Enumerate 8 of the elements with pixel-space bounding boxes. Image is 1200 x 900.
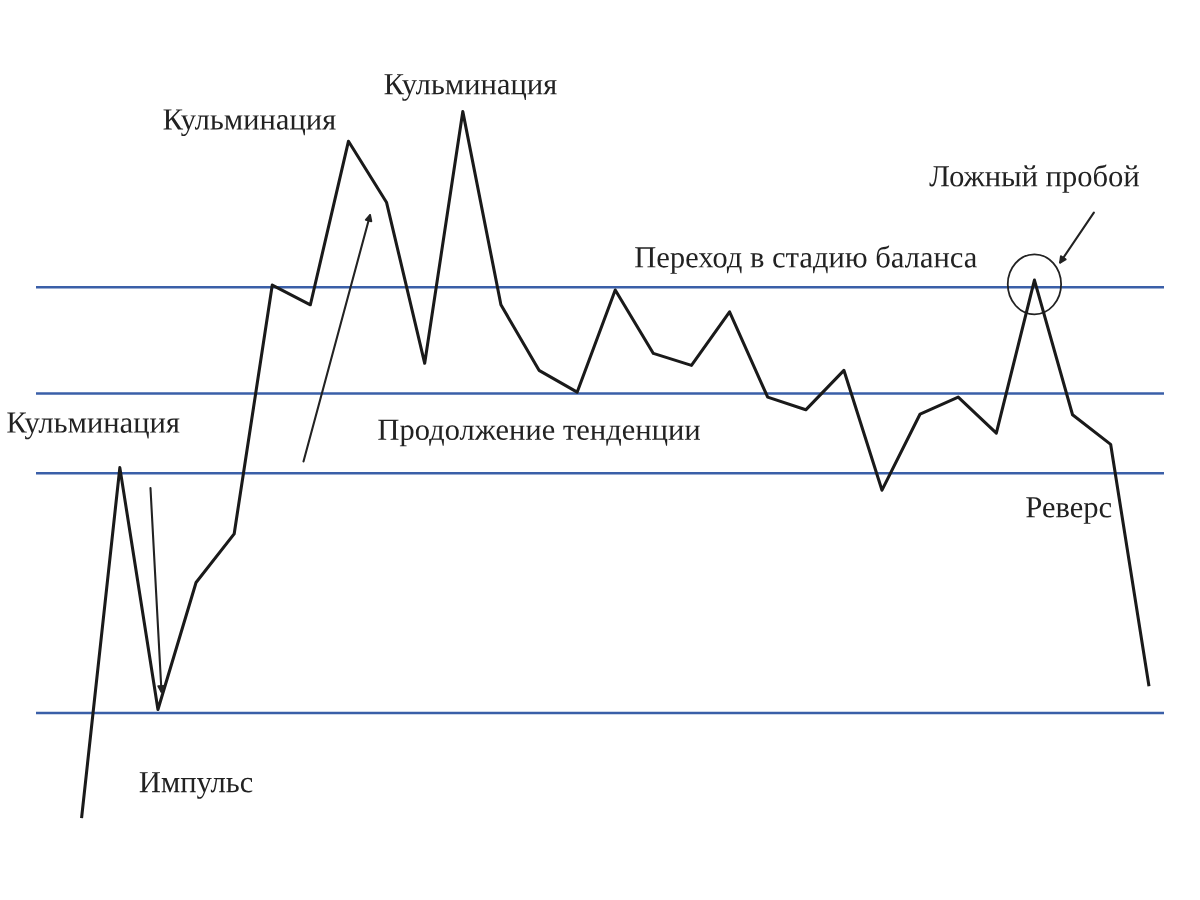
- annotation: Переход в стадию баланса: [635, 245, 977, 274]
- annotation: Кульминация: [163, 109, 336, 137]
- annotation: Реверс: [1026, 497, 1112, 524]
- annotation: Кульминация: [7, 412, 180, 440]
- annotation: Продолжение тенденции: [378, 419, 700, 447]
- text: Кульминация: [384, 74, 557, 101]
- annotation: Импульс: [139, 772, 253, 799]
- annotation: Ложный пробой: [929, 164, 1139, 193]
